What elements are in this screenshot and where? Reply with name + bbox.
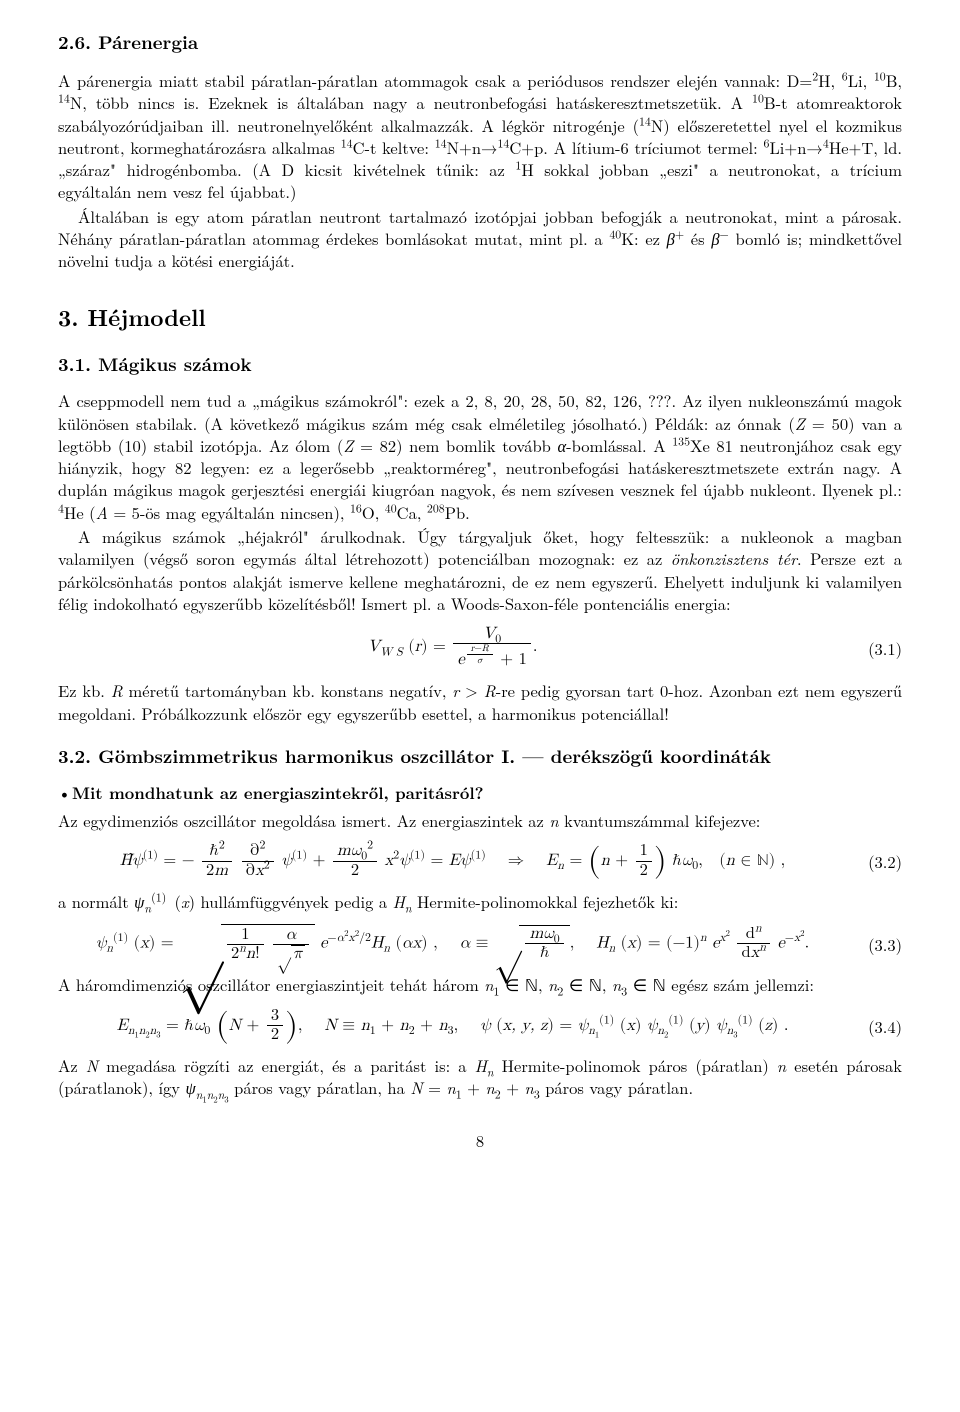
text: Li, (848, 68, 874, 92)
para-3-1-1: A cseppmodell nem tud a „mágikus számokr… (58, 389, 902, 523)
text: A cseppmodell nem tud a „mágikus számokr… (58, 388, 902, 434)
equation-3-3: ψn(1) (x) = √ 12nn! α√π e−α2x2/2Hn (αx) … (58, 924, 902, 963)
text: He ( (64, 500, 96, 524)
text: C-t keltve: (353, 135, 435, 159)
text: megadása rögzíti az energiát, és a parit… (98, 1053, 475, 1077)
text: K: ez (621, 226, 666, 250)
text: páros vagy páratlan, ha (229, 1075, 411, 1099)
text: Az egydimenziós oszcillátor megoldása is… (58, 808, 549, 832)
para-3-2-3: A háromdimenziós oszcillátor energiaszin… (58, 973, 902, 995)
text: Ez kb. (58, 678, 111, 702)
heading-3: 3. Héjmodell (58, 301, 902, 332)
text: > (459, 678, 483, 702)
text: hullámfüggvények pedig a (195, 889, 393, 913)
text: N, több nincs is. Ezeknek is általában n… (70, 90, 752, 114)
text: méretű tartományban kb. konstans negatív… (123, 678, 453, 702)
text: ∈ ℕ, (563, 972, 612, 996)
equation-body: VW S (r) = V0 er−Rσ + 1 . (58, 626, 847, 669)
equation-body: ψn(1) (x) = √ 12nn! α√π e−α2x2/2Hn (αx) … (58, 924, 847, 963)
text: = 82) nem bomlik tovább (353, 433, 557, 457)
para-3-2-4: Az N megadása rögzíti az energiát, és a … (58, 1054, 902, 1099)
text: Hermite-polinomokkal fejezhetők ki: (412, 889, 679, 913)
text: Li+n→ (769, 135, 822, 159)
heading-2-6: 2.6. Párenergia (58, 30, 902, 55)
text: önkonzisztens tér (671, 546, 797, 570)
page-number: 8 (58, 1129, 902, 1151)
equation-3-2: Ĥψ(1) = − ℏ22m ∂2∂x2 ψ(1) + mω022 x2ψ(1)… (58, 843, 902, 879)
equation-3-1: VW S (r) = V0 er−Rσ + 1 . (3.1) (58, 626, 902, 669)
text: B, (886, 68, 902, 92)
text: és (684, 226, 711, 250)
bullet-text: Mit mondhatunk az energiaszintekről, par… (72, 780, 484, 804)
equation-body: En1n2n3 = ℏω0 (N + 32), N ≡ n1 + n2 + n3… (58, 1008, 847, 1044)
equation-body: Ĥψ(1) = − ℏ22m ∂2∂x2 ψ(1) + mω022 x2ψ(1)… (58, 843, 847, 879)
text: A párenergia miatt stabil páratlan-párat… (58, 68, 812, 92)
text: = 5-ös mag egyáltalán nincsen), (108, 500, 350, 524)
text: A háromdimenziós oszcillátor energiaszin… (58, 972, 484, 996)
text: -bomlással. A (566, 433, 672, 457)
text: ∈ ℕ, (499, 972, 548, 996)
text: Ca, (397, 500, 427, 524)
equation-number: (3.1) (847, 637, 902, 659)
text: kvantumszámmal kifejezve: (559, 808, 761, 832)
para-3-1-2: A mágikus számok „héjakról" árulkodnak. … (58, 525, 902, 614)
text: a normált (58, 889, 134, 913)
text: ∈ ℕ egész szám jellemzi: (627, 972, 814, 996)
text: C+p. A lítium-6 tríciumot termel: (509, 135, 763, 159)
para-2-6-1: A párenergia miatt stabil páratlan-párat… (58, 69, 902, 203)
equation-number: (3.3) (847, 933, 902, 955)
equation-number: (3.2) (847, 850, 902, 872)
para-3-2-1: Az egydimenziós oszcillátor megoldása is… (58, 809, 902, 831)
heading-3-1: 3.1. Mágikus számok (58, 352, 902, 377)
heading-3-2: 3.2. Gömbszimmetrikus harmonikus oszcill… (58, 744, 902, 769)
equation-3-4: En1n2n3 = ℏω0 (N + 32), N ≡ n1 + n2 + n3… (58, 1008, 902, 1044)
bullet-question: •Mit mondhatunk az energiaszintekről, pa… (58, 781, 902, 803)
text: O, (362, 500, 385, 524)
text: H, (818, 68, 842, 92)
text: Hermite-polinomok páros (páratlan) (494, 1053, 777, 1077)
text: páros vagy páratlan. (540, 1075, 693, 1099)
para-2-6-2: Általában is egy atom páratlan neutront … (58, 205, 902, 272)
para-3-2-2: a normált ψn(1) (x) hullámfüggvények ped… (58, 890, 902, 912)
equation-number: (3.4) (847, 1015, 902, 1037)
para-3-1-3: Ez kb. R méretű tartományban kb. konstan… (58, 679, 902, 724)
text: Az (58, 1053, 86, 1077)
text: N+n→ (447, 135, 498, 159)
text: Pb. (445, 500, 470, 524)
